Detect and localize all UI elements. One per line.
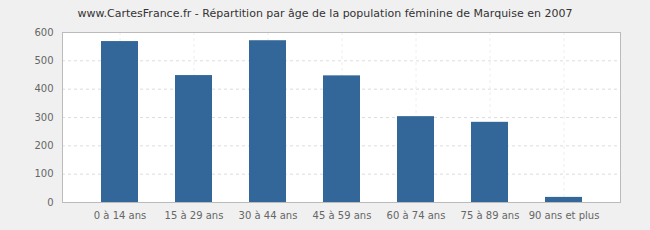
svg-text:600: 600 [34, 27, 53, 38]
svg-text:100: 100 [34, 168, 53, 179]
svg-text:90 ans et plus: 90 ans et plus [529, 210, 600, 221]
svg-text:0 à 14 ans: 0 à 14 ans [94, 210, 146, 221]
svg-text:500: 500 [34, 55, 53, 66]
svg-text:300: 300 [34, 112, 53, 123]
svg-text:30 à 44 ans: 30 à 44 ans [239, 210, 298, 221]
svg-text:15 à 29 ans: 15 à 29 ans [165, 210, 224, 221]
svg-text:0: 0 [47, 197, 53, 208]
svg-text:200: 200 [34, 140, 53, 151]
svg-text:60 à 74 ans: 60 à 74 ans [387, 210, 446, 221]
svg-text:400: 400 [34, 83, 53, 94]
svg-text:45 à 59 ans: 45 à 59 ans [313, 210, 372, 221]
html-text:www.CartesFrance.fr - Répartit: www.CartesFrance.fr - Répartition par âg… [77, 7, 573, 20]
svg-text:75 à 89 ans: 75 à 89 ans [461, 210, 520, 221]
